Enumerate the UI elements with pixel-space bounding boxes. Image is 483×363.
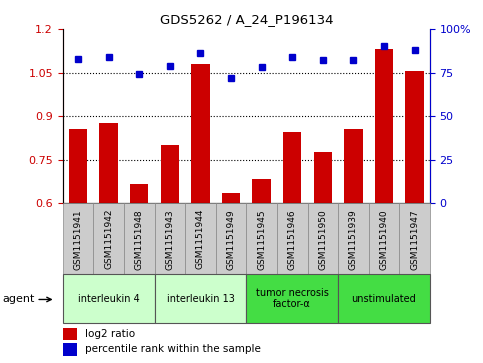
Bar: [216, 203, 246, 274]
Bar: [185, 203, 216, 274]
Text: GSM1151943: GSM1151943: [165, 209, 174, 270]
Text: agent: agent: [2, 294, 35, 305]
Bar: [283, 132, 301, 203]
Text: GSM1151945: GSM1151945: [257, 209, 266, 270]
Text: GSM1151950: GSM1151950: [318, 209, 327, 270]
Bar: [253, 179, 271, 203]
Text: unstimulated: unstimulated: [352, 294, 416, 303]
Title: GDS5262 / A_24_P196134: GDS5262 / A_24_P196134: [159, 13, 333, 26]
Text: percentile rank within the sample: percentile rank within the sample: [85, 344, 261, 354]
Bar: [246, 203, 277, 274]
Bar: [308, 203, 338, 274]
Bar: [344, 129, 363, 203]
Bar: [93, 203, 124, 274]
Bar: [124, 203, 155, 274]
Text: GSM1151946: GSM1151946: [288, 209, 297, 270]
Text: interleukin 13: interleukin 13: [167, 294, 234, 303]
Bar: [313, 152, 332, 203]
Bar: [338, 274, 430, 323]
Bar: [222, 193, 240, 203]
Text: GSM1151939: GSM1151939: [349, 209, 358, 270]
Bar: [399, 203, 430, 274]
Text: GSM1151940: GSM1151940: [380, 209, 388, 270]
Text: interleukin 4: interleukin 4: [78, 294, 140, 303]
Bar: [369, 203, 399, 274]
Bar: [155, 274, 246, 323]
Bar: [130, 184, 148, 203]
Bar: [63, 274, 155, 323]
Bar: [63, 328, 77, 340]
Text: GSM1151947: GSM1151947: [410, 209, 419, 270]
Bar: [63, 343, 77, 356]
Bar: [338, 203, 369, 274]
Text: GSM1151941: GSM1151941: [73, 209, 83, 270]
Bar: [405, 71, 424, 203]
Text: GSM1151942: GSM1151942: [104, 209, 113, 269]
Bar: [277, 203, 308, 274]
Text: GSM1151944: GSM1151944: [196, 209, 205, 269]
Text: GSM1151948: GSM1151948: [135, 209, 144, 270]
Bar: [191, 64, 210, 203]
Bar: [69, 129, 87, 203]
Text: tumor necrosis
factor-α: tumor necrosis factor-α: [256, 288, 328, 309]
Text: GSM1151949: GSM1151949: [227, 209, 236, 270]
Bar: [99, 123, 118, 203]
Bar: [246, 274, 338, 323]
Text: log2 ratio: log2 ratio: [85, 329, 135, 339]
Bar: [63, 203, 93, 274]
Bar: [161, 145, 179, 203]
Bar: [155, 203, 185, 274]
Bar: [375, 49, 393, 203]
